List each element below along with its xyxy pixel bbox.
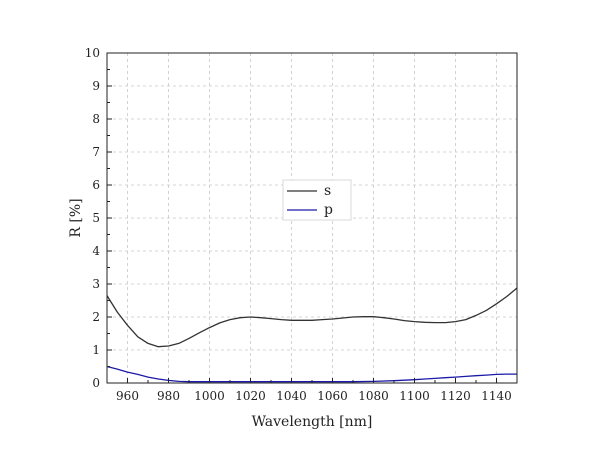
axis-ticks: [106, 52, 518, 384]
x-tick-label: 980: [157, 389, 180, 403]
y-tick-label: 10: [85, 46, 100, 60]
y-tick-label: 8: [92, 112, 100, 126]
x-tick-label: 960: [116, 389, 139, 403]
series-line-s: [106, 287, 518, 348]
y-tick-label: 1: [92, 343, 100, 357]
x-tick-label: 1120: [440, 389, 471, 403]
y-tick-label: 7: [92, 145, 100, 159]
y-tick-label: 6: [92, 178, 100, 192]
legend-box: [282, 179, 352, 221]
legend-label-p: p: [324, 202, 333, 218]
x-tick-label: 1060: [317, 389, 348, 403]
y-axis-title: R [%]: [68, 198, 84, 237]
y-tick-label: 4: [92, 244, 100, 258]
x-tick-label: 1040: [276, 389, 307, 403]
y-tick-labels: 0 1 2 3 4 5 6 7 8 9 10: [85, 46, 101, 390]
x-axis-title: Wavelength [nm]: [252, 414, 373, 430]
x-tick-label: 1080: [358, 389, 389, 403]
x-tick-labels: 960 980 1000 1020 1040 1060 1080 1100 1120 1140: [116, 389, 512, 403]
x-tick-label: 1140: [481, 389, 512, 403]
x-tick-label: 1020: [235, 389, 266, 403]
y-tick-label: 2: [92, 310, 100, 324]
y-tick-label: 9: [92, 79, 100, 93]
legend: sp: [282, 179, 352, 221]
y-tick-label: 5: [92, 211, 100, 225]
y-tick-label: 3: [92, 277, 100, 291]
grid: [107, 53, 517, 383]
y-tick-label: 0: [92, 376, 100, 390]
x-tick-label: 1100: [399, 389, 430, 403]
legend-label-s: s: [324, 183, 331, 199]
x-tick-label: 1000: [194, 389, 225, 403]
